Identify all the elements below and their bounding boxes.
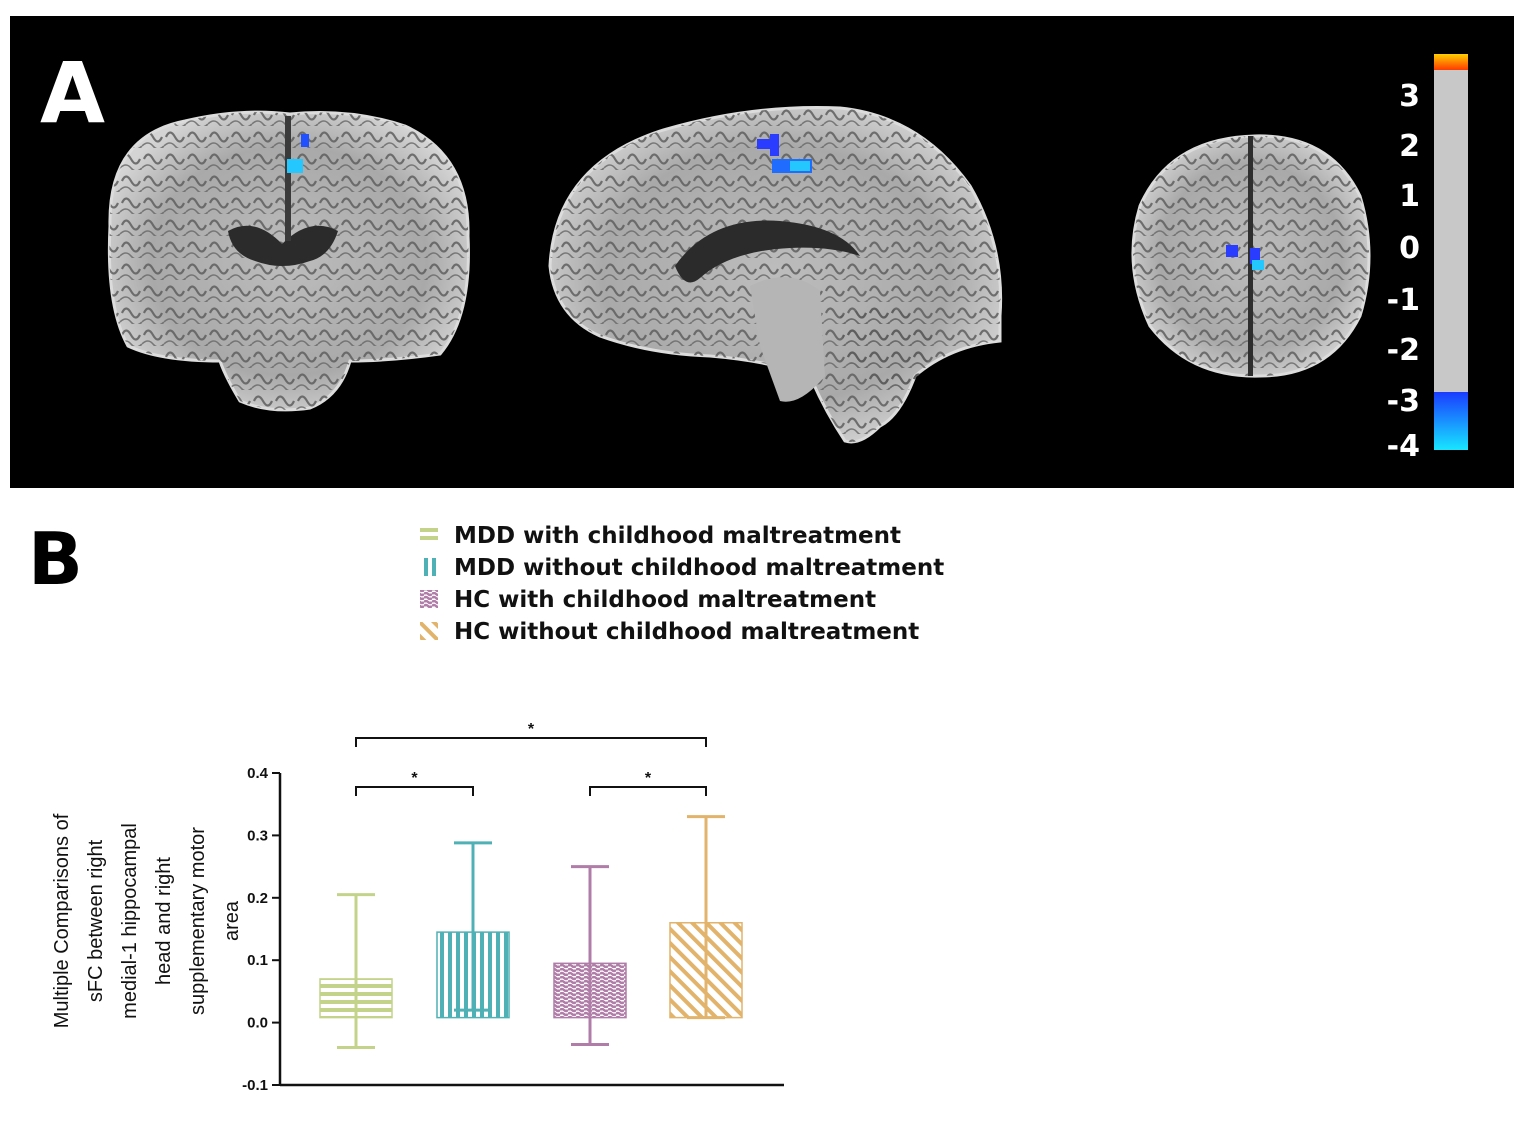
significance-star: * bbox=[411, 770, 418, 787]
error-bars bbox=[337, 815, 725, 1050]
y-axis-title-line: supplementary motor bbox=[187, 827, 209, 1015]
legend: MDD with childhood maltreatment MDD witho… bbox=[420, 523, 944, 645]
coronal-cluster-upper bbox=[301, 134, 309, 147]
colorbar-cool-segment bbox=[1434, 392, 1468, 450]
colorbar-label: 0 bbox=[1399, 231, 1420, 266]
legend-swatch bbox=[420, 526, 438, 544]
significance-brackets: * * * bbox=[355, 721, 707, 796]
panel-b-letter: B bbox=[28, 517, 83, 601]
y-tick-label: 0.1 bbox=[247, 952, 268, 969]
significance-star: * bbox=[645, 770, 652, 787]
significance-bracket bbox=[355, 786, 474, 796]
colorbar-label: 1 bbox=[1399, 179, 1420, 214]
axial-cluster-left bbox=[1226, 245, 1238, 257]
y-axis-title: Multiple Comparisons of sFC between right… bbox=[51, 813, 243, 1028]
y-tick-label: 0.3 bbox=[247, 827, 268, 844]
bars bbox=[319, 922, 743, 1019]
coronal-cluster-lower bbox=[287, 159, 303, 173]
sagittal-cluster-upper bbox=[757, 139, 777, 149]
significance-bracket bbox=[355, 737, 707, 747]
y-axis-title-line: head and right bbox=[153, 857, 175, 985]
y-axis-title-line: sFC between right bbox=[85, 839, 107, 1002]
y-axis-title-line: medial-1 hippocampal bbox=[119, 823, 141, 1019]
legend-label: HC with childhood maltreatment bbox=[454, 587, 876, 613]
legend-swatch bbox=[420, 590, 438, 608]
colorbar: 3 2 1 0 -1 -2 -3 -4 bbox=[1387, 54, 1468, 464]
legend-label: MDD with childhood maltreatment bbox=[454, 523, 901, 549]
y-axis-title-line: Multiple Comparisons of bbox=[51, 813, 73, 1028]
coronal-slice bbox=[107, 110, 470, 412]
panel-b: B MDD with childhood maltreatment MDD wit… bbox=[0, 488, 1524, 1127]
legend-swatch bbox=[420, 558, 438, 576]
panel-a: A bbox=[10, 16, 1514, 488]
y-axis: -0.1 0.0 0.1 0.2 0.3 0.4 bbox=[242, 765, 282, 1094]
colorbar-label: 3 bbox=[1399, 79, 1420, 114]
y-tick-label: -0.1 bbox=[242, 1077, 268, 1094]
colorbar-label: -1 bbox=[1387, 283, 1420, 318]
y-tick-label: 0.4 bbox=[247, 765, 269, 782]
colorbar-label: -3 bbox=[1387, 384, 1420, 419]
significance-bracket bbox=[589, 786, 707, 796]
brain-figure: A bbox=[40, 44, 1468, 464]
colorbar-neutral-segment bbox=[1434, 70, 1468, 392]
y-tick-label: 0.2 bbox=[247, 890, 268, 907]
legend-label: HC without childhood maltreatment bbox=[454, 619, 919, 645]
colorbar-label: -2 bbox=[1387, 333, 1420, 368]
colorbar-hot-segment bbox=[1434, 54, 1468, 70]
y-tick-label: 0.0 bbox=[247, 1015, 268, 1032]
legend-label: MDD without childhood maltreatment bbox=[454, 555, 944, 581]
colorbar-label: 2 bbox=[1399, 129, 1420, 164]
y-axis-title-line: area bbox=[221, 900, 243, 941]
panel-a-letter: A bbox=[40, 44, 105, 142]
axial-slice bbox=[1131, 134, 1371, 378]
colorbar-label: -4 bbox=[1387, 429, 1420, 464]
legend-swatch bbox=[420, 622, 438, 640]
axial-cluster-right bbox=[1250, 248, 1260, 264]
sagittal-slice bbox=[548, 105, 1003, 444]
significance-star: * bbox=[528, 721, 535, 738]
